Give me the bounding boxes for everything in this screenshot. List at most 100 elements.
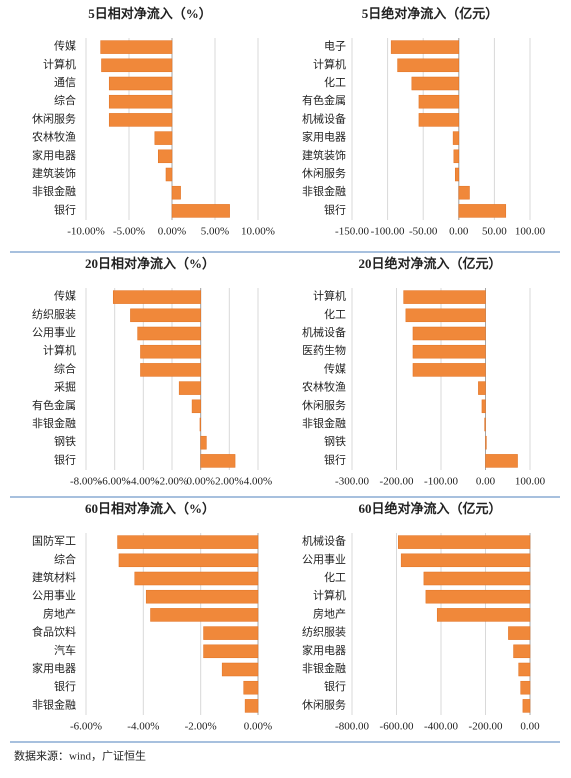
category-label: 休闲服务: [302, 398, 346, 412]
x-tick-label: 10.00%: [241, 226, 275, 238]
category-label: 家用电器: [32, 148, 76, 162]
bar: [117, 535, 259, 549]
x-tick-label: 0.00: [520, 721, 540, 733]
category-label: 银行: [54, 679, 76, 693]
category-label: 钢铁: [54, 435, 76, 448]
bar: [481, 399, 486, 414]
category-label: 计算机: [43, 343, 76, 357]
bar: [436, 608, 531, 622]
chart-title: 20日相对净流入（%）: [85, 256, 215, 271]
bar: [520, 680, 531, 695]
category-label: 休闲服务: [302, 697, 346, 711]
bar: [518, 662, 531, 677]
category-label: 家用电器: [32, 661, 76, 675]
category-label: 传媒: [54, 40, 76, 53]
bar: [398, 535, 531, 549]
category-label: 化工: [324, 75, 346, 89]
x-tick-label: -4.00%: [127, 721, 159, 733]
category-label: 农林牧渔: [32, 130, 76, 144]
category-label: 银行: [54, 452, 76, 466]
category-label: 汽车: [54, 643, 76, 657]
x-tick-label: 0.00%: [244, 721, 272, 733]
category-label: 机械设备: [302, 325, 346, 339]
category-label: 化工: [324, 307, 346, 321]
bar: [178, 381, 201, 395]
bar: [108, 76, 173, 91]
bar: [171, 204, 230, 218]
bar: [108, 113, 173, 127]
bar: [165, 167, 173, 182]
bar: [397, 58, 460, 73]
category-label: 电子: [324, 40, 346, 53]
bar: [130, 308, 201, 323]
x-tick-label: 2.00%: [215, 476, 243, 488]
bar: [203, 644, 259, 659]
bar: [453, 149, 460, 164]
category-label: 建筑材料: [32, 570, 76, 584]
x-tick-label: -8.00%: [70, 476, 102, 488]
x-tick-label: -600.00: [380, 721, 414, 733]
category-label: 非银金融: [32, 697, 76, 711]
bar: [390, 40, 460, 54]
x-tick-label: -2.00%: [185, 721, 217, 733]
x-tick-label: -200.00: [380, 476, 414, 488]
bar: [134, 571, 259, 586]
bar: [454, 167, 460, 182]
bar: [199, 417, 201, 432]
category-label: 农林牧渔: [302, 380, 346, 394]
bar: [412, 363, 486, 377]
bar: [191, 399, 201, 414]
category-label: 综合: [54, 93, 76, 107]
category-label: 房地产: [43, 606, 76, 620]
category-label: 传媒: [324, 362, 346, 375]
bar: [150, 608, 259, 622]
source-note: 数据来源：wind，广证恒生: [14, 749, 146, 763]
x-tick-label: -150.00: [335, 226, 369, 238]
category-label: 采掘: [54, 380, 76, 394]
bar: [140, 344, 201, 359]
category-label: 计算机: [313, 57, 346, 71]
x-tick-label: -800.00: [335, 721, 369, 733]
bar: [200, 454, 236, 468]
x-tick-label: -2.00%: [156, 476, 188, 488]
x-tick-label: 50.00: [482, 226, 507, 238]
chart-title: 60日绝对净流入（亿元）: [358, 501, 501, 516]
bar: [522, 699, 531, 713]
bar: [485, 454, 518, 468]
category-label: 银行: [324, 452, 346, 466]
x-tick-label: -400.00: [424, 721, 458, 733]
bar: [244, 699, 259, 713]
x-tick-label: 0.00%: [158, 226, 186, 238]
category-label: 公用事业: [302, 553, 346, 566]
bar: [171, 185, 181, 200]
chart-title: 20日绝对净流入（亿元）: [358, 256, 501, 271]
x-tick-label: -4.00%: [127, 476, 159, 488]
bar: [452, 131, 460, 145]
category-label: 银行: [324, 202, 346, 216]
category-label: 有色金属: [302, 93, 346, 107]
bar: [100, 40, 173, 54]
category-label: 非银金融: [302, 184, 346, 198]
category-label: 家用电器: [302, 130, 346, 144]
x-tick-label: -6.00%: [70, 721, 102, 733]
category-label: 机械设备: [302, 534, 346, 548]
bar: [418, 94, 460, 109]
chart-title: 60日相对净流入（%）: [85, 501, 215, 516]
bar: [508, 626, 531, 640]
x-tick-label: -6.00%: [99, 476, 131, 488]
bar: [221, 662, 259, 677]
category-label: 非银金融: [302, 661, 346, 675]
bar: [412, 326, 486, 341]
category-label: 建筑装饰: [302, 148, 346, 162]
category-label: 综合: [54, 361, 76, 375]
category-label: 非银金融: [32, 184, 76, 198]
bar: [405, 308, 486, 323]
category-label: 食品饮料: [32, 625, 76, 639]
category-label: 医药生物: [302, 343, 346, 357]
category-label: 计算机: [313, 289, 346, 303]
bar: [478, 381, 486, 395]
bar: [403, 290, 486, 304]
x-tick-label: -50.00: [409, 226, 438, 238]
category-label: 机械设备: [302, 111, 346, 125]
